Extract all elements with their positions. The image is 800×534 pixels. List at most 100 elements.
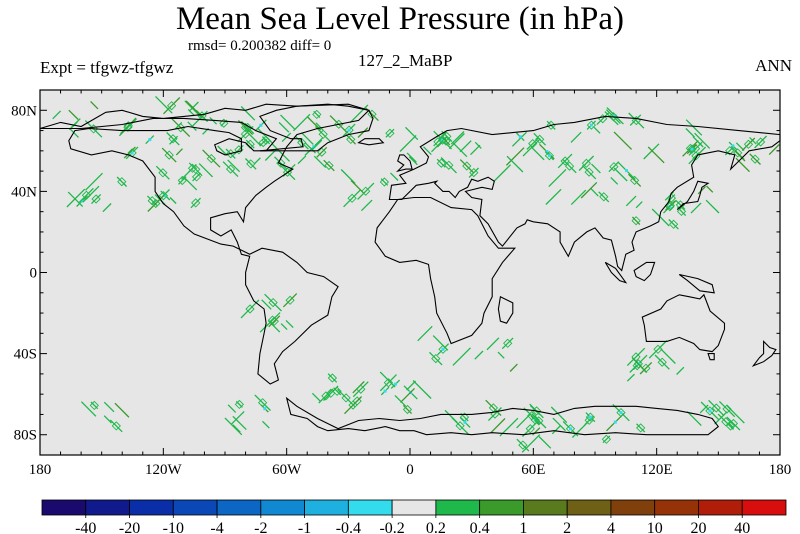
diff-feature-mark — [360, 199, 373, 212]
diff-feature-mark — [686, 411, 702, 427]
diff-feature-diamond — [564, 161, 575, 171]
diff-feature-diamond — [89, 400, 99, 411]
diff-feature-diamond — [321, 391, 331, 401]
diff-feature-diamond — [187, 163, 198, 173]
diff-feature-diamond — [285, 295, 295, 305]
diff-feature-mark — [452, 142, 468, 158]
diff-feature-diamond — [685, 143, 696, 154]
diff-feature-mark — [405, 126, 419, 141]
diff-feature-mark — [423, 146, 432, 156]
x-tick-label: 120W — [145, 462, 183, 478]
diff-feature-diamond — [431, 353, 441, 364]
negative-feature-mark — [731, 144, 735, 148]
diff-feature-mark — [676, 366, 685, 375]
diff-feature-mark — [613, 131, 633, 150]
diff-feature-mark — [690, 202, 702, 214]
diff-feature-mark — [227, 404, 237, 413]
diff-feature-diamond — [743, 139, 754, 149]
diff-feature-mark — [78, 187, 94, 203]
diff-feature-mark — [184, 100, 203, 119]
diff-feature-diamond — [527, 411, 537, 421]
diff-feature-mark — [651, 208, 670, 227]
diff-feature-mark — [345, 134, 357, 145]
diff-feature-mark — [717, 413, 734, 430]
diff-feature-mark — [516, 414, 531, 429]
period-label: 127_2_MaBP — [358, 51, 453, 70]
diff-feature-mark — [705, 199, 720, 214]
diff-feature-mark — [685, 128, 695, 138]
x-tick-label: 180 — [769, 462, 792, 478]
coastline — [285, 396, 720, 436]
diff-feature-mark — [174, 121, 183, 130]
colorbar-bin — [304, 499, 349, 516]
coastline — [604, 261, 628, 284]
negative-feature-mark — [463, 420, 467, 424]
diff-feature-mark — [318, 388, 334, 404]
diff-feature-diamond — [444, 160, 454, 170]
diff-feature-mark — [323, 159, 335, 172]
diff-feature-mark — [708, 399, 725, 417]
colorbar-bin — [566, 499, 612, 516]
negative-feature-mark — [613, 420, 617, 424]
negative-feature-mark — [148, 138, 152, 142]
diff-feature-mark — [155, 165, 170, 180]
diff-feature-mark — [598, 191, 610, 203]
y-tick-label: 80S — [14, 428, 37, 444]
diff-feature-diamond — [534, 416, 544, 426]
diff-feature-mark — [297, 155, 307, 165]
diff-feature-mark — [222, 161, 239, 178]
colorbar-label: 4 — [607, 520, 615, 534]
diff-feature-mark — [501, 337, 514, 350]
diff-feature-mark — [593, 126, 601, 134]
diff-feature-mark — [668, 219, 679, 230]
negative-feature-mark — [383, 389, 387, 393]
diff-feature-diamond — [268, 297, 278, 308]
diff-feature-mark — [529, 404, 541, 416]
diff-feature-diamond — [750, 154, 760, 164]
diff-feature-diamond — [535, 134, 545, 144]
diff-feature-diamond — [269, 316, 279, 326]
diff-feature-diamond — [123, 122, 133, 132]
diff-feature-mark — [90, 100, 99, 110]
diff-feature-mark — [734, 150, 746, 162]
diff-feature-mark — [768, 144, 780, 156]
diff-feature-mark — [198, 163, 214, 178]
diff-feature-mark — [337, 388, 356, 408]
diff-feature-diamond — [318, 129, 328, 139]
diff-feature-mark — [552, 417, 566, 432]
diff-feature-diamond — [326, 388, 336, 398]
diff-feature-mark — [647, 146, 665, 164]
diff-feature-mark — [664, 191, 674, 201]
diff-feature-mark — [523, 407, 541, 425]
diff-feature-mark — [726, 416, 741, 431]
diff-feature-mark — [315, 122, 324, 131]
diff-feature-diamond — [191, 172, 202, 182]
negative-feature-mark — [163, 194, 167, 197]
diff-feature-diamond — [641, 363, 651, 373]
diff-feature-mark — [103, 415, 112, 424]
colorbar-bin — [610, 499, 656, 516]
map-background — [40, 90, 780, 455]
diff-feature-diamond — [361, 186, 371, 196]
diff-feature-diamond — [525, 424, 535, 434]
diff-feature-diamond — [317, 147, 327, 157]
colorbar-label: -4 — [210, 520, 223, 534]
diff-feature-mark — [102, 203, 112, 213]
diff-feature-diamond — [379, 177, 390, 187]
diff-feature-diamond — [245, 139, 255, 149]
negative-feature-mark — [708, 409, 712, 413]
diff-feature-mark — [163, 97, 181, 115]
diff-feature-diamond — [164, 150, 174, 160]
negative-feature-mark — [545, 150, 549, 154]
diff-feature-mark — [749, 153, 761, 165]
diff-feature-mark — [610, 176, 619, 185]
diff-feature-mark — [697, 186, 706, 195]
negative-feature-mark — [441, 347, 445, 351]
diff-feature-mark — [562, 159, 577, 174]
diff-feature-mark — [161, 147, 177, 163]
diff-feature-diamond — [245, 304, 255, 314]
diff-feature-diamond — [629, 175, 640, 186]
y-tick-label: 40N — [11, 184, 37, 200]
diff-feature-mark — [432, 335, 449, 351]
diff-feature-mark — [735, 157, 750, 173]
